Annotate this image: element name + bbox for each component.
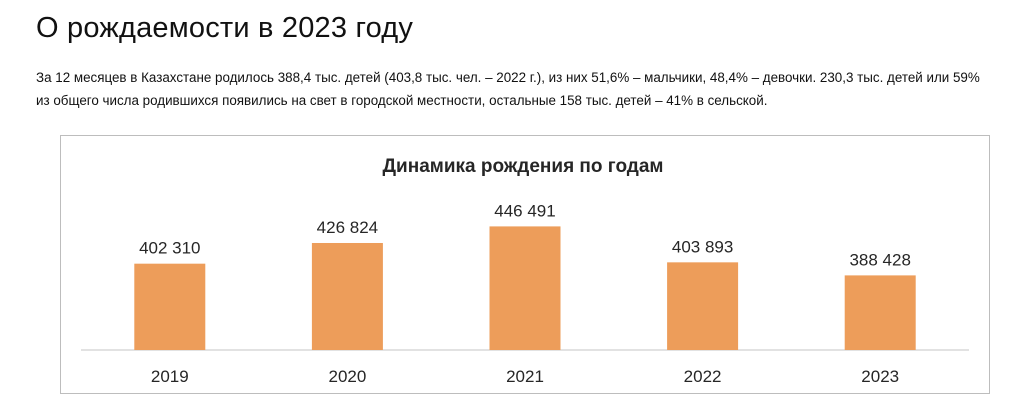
bar-2023 [844, 275, 916, 350]
x-tick-label-2022: 2022 [684, 367, 722, 386]
chart-title: Динамика рождения по годам [383, 156, 664, 177]
data-label-2022: 403 893 [672, 237, 733, 256]
bar-chart: Динамика рождения по годам 402 310 2019 42… [81, 156, 969, 386]
x-tick-label-2021: 2021 [506, 367, 544, 386]
bar-2019 [134, 263, 206, 350]
data-label-2019: 402 310 [139, 239, 200, 258]
page-title: О рождаемости в 2023 году [36, 12, 414, 44]
data-label-2021: 446 491 [494, 201, 555, 220]
data-label-2020: 426 824 [317, 218, 378, 237]
bar-2020 [311, 242, 383, 350]
data-label-2023: 388 428 [849, 250, 910, 269]
x-tick-label-2019: 2019 [151, 367, 189, 386]
bars-group: 402 310 2019 426 824 2020 446 491 2021 403 893… [134, 201, 916, 386]
chart-container: Динамика рождения по годам 402 310 2019 42… [60, 135, 990, 394]
bar-2022 [667, 262, 739, 350]
bar-2021 [489, 226, 561, 350]
intro-paragraph: За 12 месяцев в Казахстане родилось 388,… [36, 70, 980, 108]
x-tick-label-2020: 2020 [328, 367, 366, 386]
x-tick-label-2023: 2023 [861, 367, 899, 386]
